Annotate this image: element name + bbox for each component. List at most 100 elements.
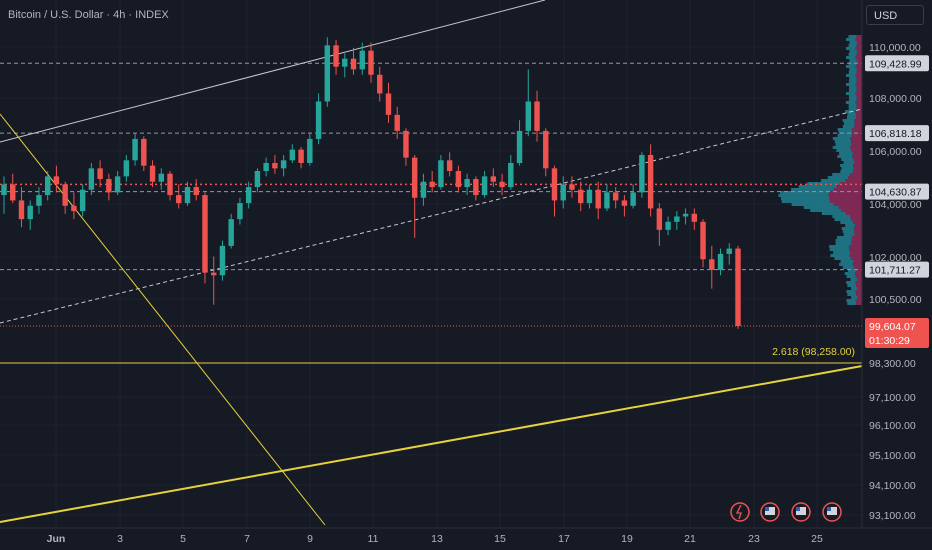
profile-bar <box>851 242 862 245</box>
candle-body <box>411 157 418 198</box>
profile-bar <box>832 146 851 149</box>
profile-bar <box>836 236 852 239</box>
price-labels: 109,428.99 106,818.18 104,630.87 101,711.27… <box>865 55 929 348</box>
profile-bar <box>791 188 834 191</box>
x-tick-label: 21 <box>684 533 696 545</box>
profile-bar <box>851 149 862 152</box>
profile-bar <box>840 182 862 185</box>
candle-body <box>481 176 488 196</box>
candle-body <box>691 213 698 222</box>
profile-bar <box>855 38 862 41</box>
flash-icon <box>730 502 750 522</box>
currency-button[interactable]: USD <box>866 5 924 25</box>
profile-bar <box>850 173 862 176</box>
profile-bar <box>845 179 862 182</box>
profile-bar <box>856 293 862 296</box>
profile-bar <box>856 44 862 47</box>
profile-bar <box>853 170 862 173</box>
profile-bar <box>848 176 862 179</box>
candle-body <box>735 248 741 327</box>
profile-bar <box>855 275 862 278</box>
profile-bar <box>829 197 862 200</box>
candle-body <box>516 130 523 163</box>
candle-body <box>298 149 304 163</box>
profile-bar <box>829 248 850 251</box>
candle-body <box>27 205 33 220</box>
profile-bar <box>857 296 862 299</box>
candle-body <box>647 154 654 209</box>
profile-bar <box>849 77 857 80</box>
x-tick-label: 13 <box>431 533 443 545</box>
y-tick-label: 95,100.00 <box>869 450 916 462</box>
candle-body <box>377 74 383 94</box>
profile-bar <box>791 203 834 206</box>
candle-body <box>612 192 619 201</box>
profile-bar <box>855 92 862 95</box>
candle-body <box>709 259 715 270</box>
profile-bar <box>856 71 862 74</box>
profile-bar <box>837 155 853 158</box>
profile-bar <box>845 101 856 104</box>
profile-bar <box>848 104 857 107</box>
profile-bar <box>838 131 853 134</box>
profile-bar <box>855 74 862 77</box>
price-axis: 110,000.00 108,000.00 106,000.00 104,000.00… <box>869 42 922 522</box>
profile-bar <box>846 290 856 293</box>
profile-bar <box>848 35 857 38</box>
profile-bar <box>848 95 857 98</box>
candle-body <box>420 181 427 198</box>
candle-body <box>62 184 68 206</box>
price-label: 109,428.99 <box>869 58 922 70</box>
profile-bar <box>850 251 862 254</box>
profile-bar <box>841 209 862 212</box>
profile-bar <box>848 44 857 47</box>
profile-bar <box>833 188 862 191</box>
x-tick-label: 5 <box>180 533 186 545</box>
candle-body <box>132 138 138 161</box>
profile-bar <box>855 290 862 293</box>
profile-bar <box>848 89 857 92</box>
profile-bar <box>821 212 846 215</box>
profile-bar <box>845 212 862 215</box>
candle-body <box>490 176 497 182</box>
profile-bar <box>853 221 862 224</box>
candle-body <box>543 130 549 169</box>
x-tick-label: 23 <box>748 533 760 545</box>
flag-icon <box>765 507 769 511</box>
profile-bar <box>841 167 854 170</box>
candle-body <box>88 168 95 190</box>
profile-bar <box>854 122 862 125</box>
candle-body <box>499 181 505 188</box>
profile-bar <box>851 236 862 239</box>
candle-body <box>726 248 732 254</box>
candle-body <box>237 203 243 220</box>
event-icons <box>730 502 842 522</box>
trend-line <box>0 365 863 523</box>
profile-bar <box>848 98 857 101</box>
profile-bar <box>856 89 862 92</box>
candle-body <box>315 101 322 139</box>
x-tick-label: 3 <box>117 533 123 545</box>
profile-bar <box>852 128 862 131</box>
profile-bar <box>780 197 830 200</box>
profile-bar <box>851 143 862 146</box>
profile-bar <box>810 209 842 212</box>
profile-bar <box>850 137 862 140</box>
profile-bar <box>850 215 862 218</box>
candle-body <box>193 187 199 196</box>
x-tick-label: 19 <box>621 533 633 545</box>
profile-bar <box>852 155 862 158</box>
profile-bar <box>856 53 862 56</box>
profile-bar <box>856 86 862 89</box>
profile-bar <box>848 71 857 74</box>
candle-body <box>211 272 217 276</box>
candle-body <box>604 192 610 209</box>
profile-bar <box>849 254 862 257</box>
profile-bar <box>856 269 862 272</box>
candle-body <box>10 184 16 201</box>
candle-body <box>79 189 86 212</box>
profile-bar <box>849 59 857 62</box>
candle-body <box>508 162 514 188</box>
candle-body <box>717 253 724 270</box>
